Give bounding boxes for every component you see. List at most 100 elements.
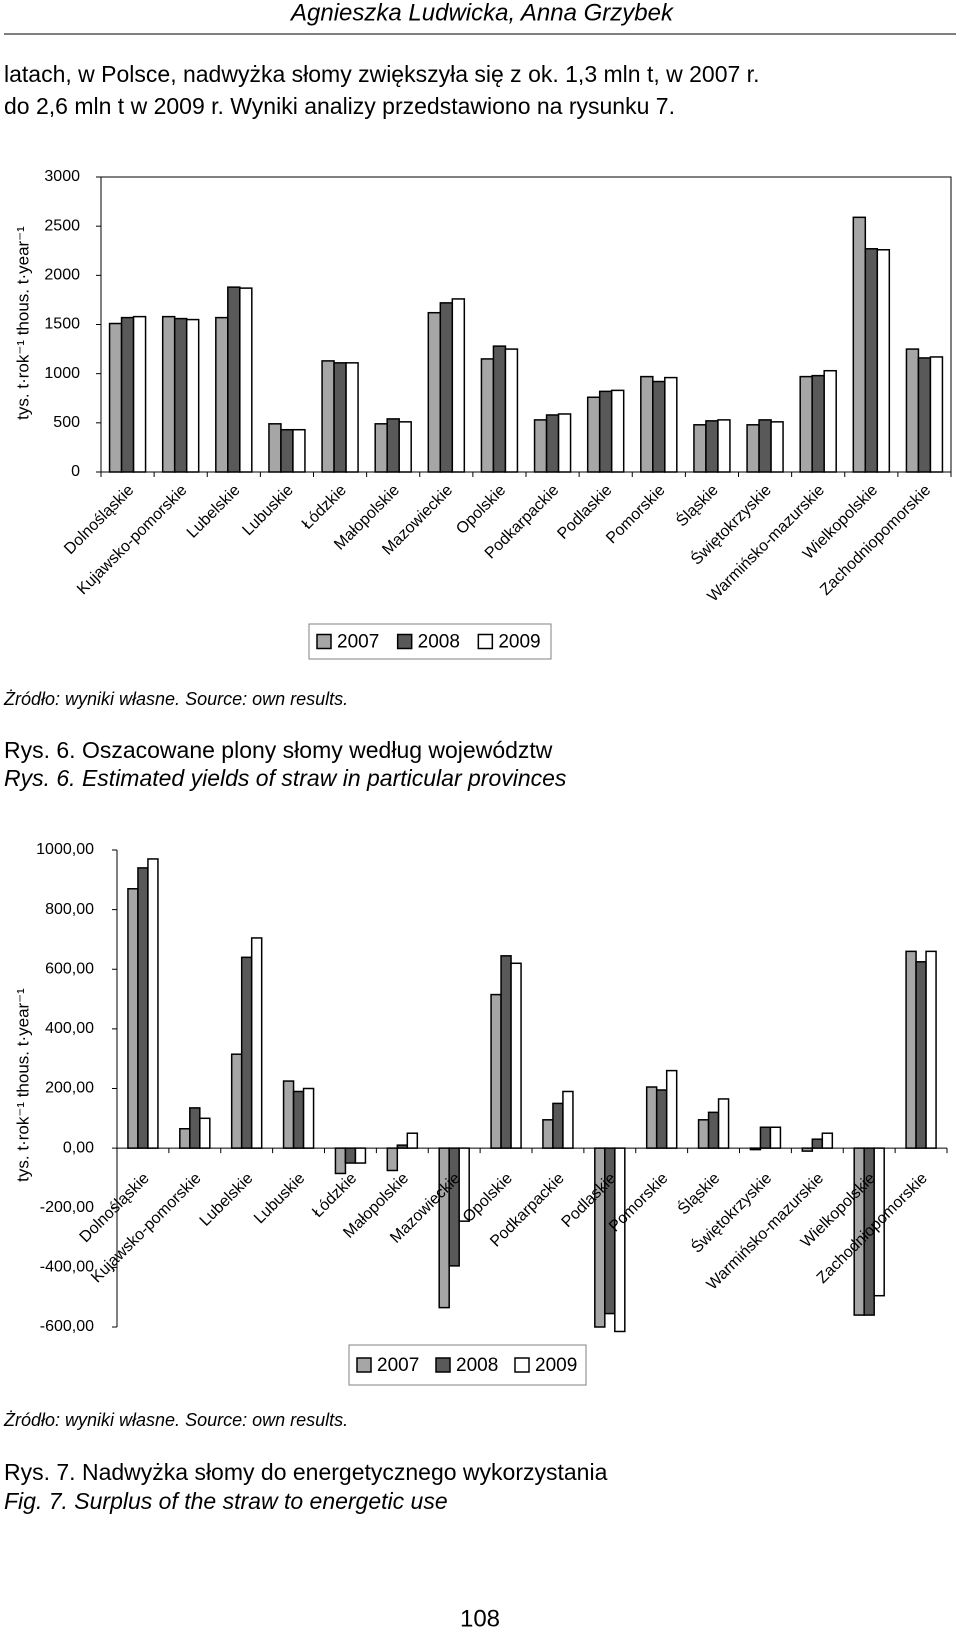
bar [120,316,135,473]
bar [292,428,306,473]
legend-label: 2008 [418,632,460,653]
legend-label: 2008 [456,1355,498,1376]
y-axis-title: tys. t·rok⁻¹ thous. t·year⁻¹ [13,988,32,1182]
figure-caption: Rys. 6. Oszacowane plony słomy według wo… [4,737,553,763]
bar [769,1126,782,1149]
y-tick-label: 500 [53,414,80,431]
bar [925,950,937,1149]
bar [396,1144,409,1149]
x-tick-label: Śląskie [673,1168,723,1218]
page-number: 108 [460,1605,500,1632]
bar [215,316,229,473]
bar [448,1147,460,1267]
running-header: Agnieszka Ludwicka, Anna Grzybek [289,0,675,26]
bar [598,390,613,473]
body-text: latach, w Polsce, nadwyżka słomy zwiększ… [4,61,759,87]
bar [545,414,560,473]
bar [282,1080,295,1149]
x-tick-label: Łódzkie [309,1170,360,1221]
figure-source: Żródło: wyniki własne. Source: own resul… [3,1410,348,1430]
bar [230,1053,243,1149]
bar [406,1132,419,1149]
bar [717,1098,730,1149]
bar [173,317,188,473]
y-tick-label: 1500 [44,316,80,333]
bar [500,955,512,1149]
bar [354,1147,367,1164]
bar [917,357,932,473]
bar [758,419,772,473]
bar [533,419,548,473]
x-tick-label: Kujawsko-pomorskie [74,482,190,598]
bar [250,937,263,1149]
bar [179,1127,191,1149]
bar [227,286,241,473]
bar [189,1107,201,1149]
figure-caption: Fig. 7. Surplus of the straw to energeti… [4,1488,448,1514]
y-tick-label: 2500 [44,217,80,234]
legend-swatch [316,633,332,650]
bar [759,1126,772,1149]
bar [821,1132,834,1149]
legend-swatch [514,1357,530,1373]
bar [240,956,253,1149]
bar [199,1117,211,1149]
bar [451,298,466,473]
bar [438,1147,450,1309]
bar [876,249,891,473]
bar [132,315,147,473]
legend-label: 2009 [498,632,540,653]
bar [344,1147,357,1164]
bar [292,1090,305,1149]
legend-label: 2007 [377,1355,419,1376]
x-tick-label: Śląskie [672,480,722,530]
bar [664,376,678,473]
figure-caption: Rys. 7. Nadwyżka słomy do energetycznego… [4,1459,608,1485]
bar [552,1102,564,1149]
bar [302,1087,315,1149]
bar [705,420,719,473]
x-tick-label: Lubuskie [251,1170,308,1227]
bar [717,419,731,473]
y-tick-label: 0,00 [63,1139,94,1156]
y-tick-label: 3000 [44,168,80,185]
bar [557,413,572,473]
bar [645,1086,658,1149]
bar [873,1147,885,1297]
legend-box [308,623,552,660]
bar [492,345,507,473]
bar [458,1147,470,1222]
bar [280,428,294,473]
bar [693,424,707,473]
bar [127,888,139,1149]
y-tick-label: 2000 [44,267,80,284]
y-axis-title: tys. t·rok⁻¹ thous. t·year⁻¹ [13,226,32,420]
legend-swatch [477,633,494,650]
bar [811,1138,824,1149]
bar [161,315,176,473]
bar [799,375,813,473]
y-tick-label: 0 [71,463,80,480]
bar [697,1119,710,1149]
bar [439,302,454,473]
bar [480,358,495,473]
bar [398,421,412,473]
bar [652,380,666,473]
bar [490,993,502,1149]
legend-swatch [396,633,413,650]
bar [770,421,784,473]
bar [852,216,867,473]
legend-swatch [435,1357,451,1373]
bar [321,360,335,473]
bar [905,348,920,473]
bar [386,1147,399,1172]
bar [655,1089,668,1149]
y-tick-label: -400,00 [40,1259,94,1276]
x-tick-label: Lubelskie [197,1170,257,1230]
x-tick-label: Lubelskie [184,482,244,542]
bar [386,418,400,473]
legend-label: 2007 [337,632,379,653]
bar [542,1119,554,1149]
